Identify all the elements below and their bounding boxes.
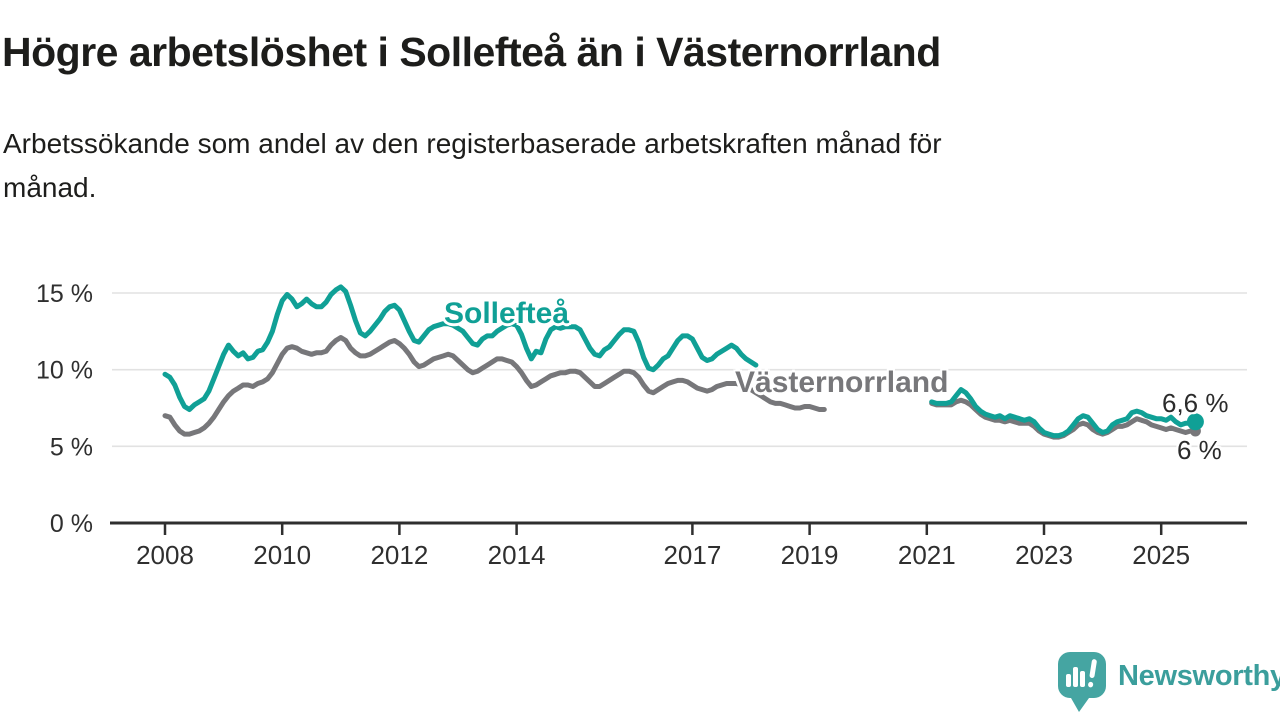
x-tick-label: 2017 (663, 540, 721, 570)
line-Sollefteå (162, 284, 759, 412)
logo-exclamation (1088, 659, 1097, 688)
logo-bar-chart-glyph (1066, 659, 1097, 688)
chart-subtitle: Arbetssökande som andel av den registerb… (3, 122, 1223, 210)
x-tick-label: 2025 (1132, 540, 1190, 570)
y-tick-label: 15 % (36, 280, 93, 308)
line-Sollefteå (929, 387, 1198, 439)
end-dot-Sollefteå (1186, 413, 1204, 431)
chart-subtitle-line1: Arbetssökande som andel av den registerb… (3, 128, 942, 159)
y-tick-label: 0 % (50, 510, 93, 538)
series-label-vasternorrland: Västernorrland (735, 366, 949, 399)
x-tick-label: 2010 (253, 540, 311, 570)
chart-title: Högre arbetslöshet i Sollefteå än i Väst… (2, 29, 941, 75)
newsworthy-logo-icon (1058, 652, 1106, 712)
end-value-vasternorrland: 6 % (1177, 435, 1222, 465)
x-tick-label: 2012 (370, 540, 428, 570)
chart-subtitle-line2: månad. (3, 172, 97, 203)
newsworthy-logo: Newsworthy (1056, 646, 1280, 714)
y-tick-label: 10 % (36, 357, 93, 385)
x-tick-label: 2014 (488, 540, 546, 570)
x-tick-label: 2021 (898, 540, 956, 570)
x-tick-label: 2019 (781, 540, 839, 570)
x-tick-label: 2008 (136, 540, 194, 570)
series-label-solleftea: Sollefteå (444, 297, 570, 330)
end-value-solleftea: 6,6 % (1162, 388, 1229, 418)
y-tick-label: 5 % (50, 433, 93, 461)
line-Västernorrland (162, 335, 827, 437)
x-tick-label: 2023 (1015, 540, 1073, 570)
newsworthy-logo-text: Newsworthy (1118, 660, 1280, 692)
